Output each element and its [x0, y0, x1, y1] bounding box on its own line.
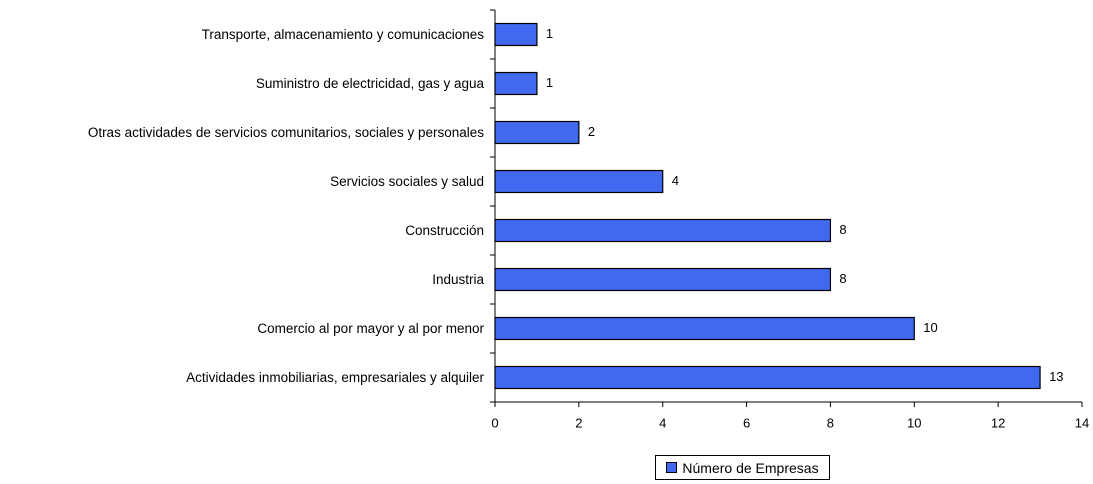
bar	[494, 120, 580, 145]
x-tick-label: 4	[659, 415, 666, 430]
bar	[494, 316, 915, 341]
value-label: 8	[839, 222, 846, 237]
category-label: Transporte, almacenamiento y comunicacio…	[201, 26, 484, 42]
x-tick-label: 6	[743, 415, 750, 430]
value-label: 13	[1049, 369, 1063, 384]
x-tick-label: 12	[991, 415, 1005, 430]
category-label: Suministro de electricidad, gas y agua	[255, 75, 484, 91]
category-label: Comercio al por mayor y al por menor	[257, 320, 484, 336]
value-label: 1	[546, 26, 553, 41]
x-tick-label: 2	[575, 415, 582, 430]
x-tick-label: 10	[907, 415, 921, 430]
bar	[494, 365, 1041, 390]
bar	[494, 22, 538, 47]
value-label: 10	[923, 320, 937, 335]
bar	[494, 218, 832, 243]
legend: Número de Empresas	[655, 455, 830, 480]
category-label: Servicios sociales y salud	[330, 173, 484, 189]
category-label: Otras actividades de servicios comunitar…	[87, 124, 484, 140]
bar	[494, 267, 832, 292]
category-label: Industria	[432, 271, 484, 287]
bar	[494, 169, 664, 194]
legend-swatch	[666, 462, 678, 473]
category-label: Actividades inmobiliarias, empresariales…	[186, 369, 484, 385]
value-label: 4	[672, 173, 679, 188]
value-label: 2	[588, 124, 595, 139]
category-label: Construcción	[405, 222, 484, 238]
x-tick-label: 14	[1075, 415, 1089, 430]
x-tick-label: 8	[827, 415, 834, 430]
value-label: 8	[839, 271, 846, 286]
value-label: 1	[546, 75, 553, 90]
legend-label: Número de Empresas	[682, 459, 819, 476]
bar	[494, 71, 538, 96]
x-tick-label: 0	[491, 415, 498, 430]
